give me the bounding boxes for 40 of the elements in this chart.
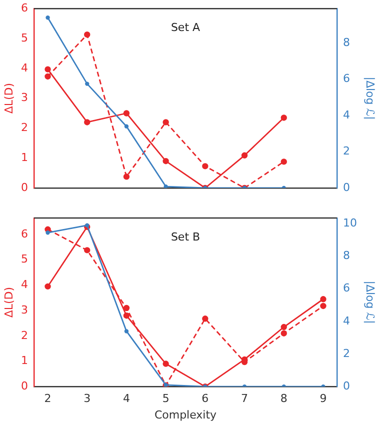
y-tick-label: 5 [21,252,28,266]
y2-tick-label: 4 [343,108,350,122]
y-tick-label: 6 [21,227,28,240]
y-axis-title: ΔL(D) [2,82,16,114]
x-tick-label: 2 [44,392,52,406]
y2-axis-title: |Δlog ℒ| [364,76,377,120]
y-tick-label: 4 [21,61,28,74]
x-tick-label: 4 [122,392,130,406]
y-tick-label: 2 [21,121,28,134]
y2-axis-title: |Δlog ℒ| [364,280,377,324]
y2-tick-label: 0 [343,180,350,194]
y2-tick-label: 8 [343,249,350,262]
y2-tick-label: 2 [343,144,350,158]
y-tick-label: 5 [21,31,28,44]
y-tick-label: 0 [21,180,28,194]
x-axis-title: Complexity [154,408,218,422]
y-tick-label: 0 [21,379,28,392]
y2-tick-label: 0 [343,379,350,392]
y2-tick-label: 2 [343,346,350,360]
x-tick-label: 9 [320,392,327,406]
x-tick-label: 5 [162,392,170,406]
y2-tick-label: 10 [343,216,357,230]
y-tick-label: 2 [21,328,28,342]
y-tick-label: 4 [21,278,28,292]
y2-tick-label: 4 [343,314,350,328]
y-tick-label: 3 [21,91,28,104]
x-tick-label: 3 [84,392,91,406]
x-tick-label: 7 [241,392,248,406]
y-tick-label: 1 [21,150,28,164]
y-tick-label: 1 [21,354,28,368]
y-tick-label: 3 [21,303,28,316]
annotation: Set A [170,20,201,34]
x-tick-label: 8 [280,392,288,406]
y2-tick-label: 8 [343,36,350,49]
annotation: Set B [170,230,200,244]
x-tick-label: 6 [202,392,209,406]
y-axis-title: ΔL(D) [2,286,16,318]
y2-tick-label: 6 [343,72,350,86]
y-tick-label: 6 [21,1,28,14]
y2-tick-label: 6 [343,282,350,295]
